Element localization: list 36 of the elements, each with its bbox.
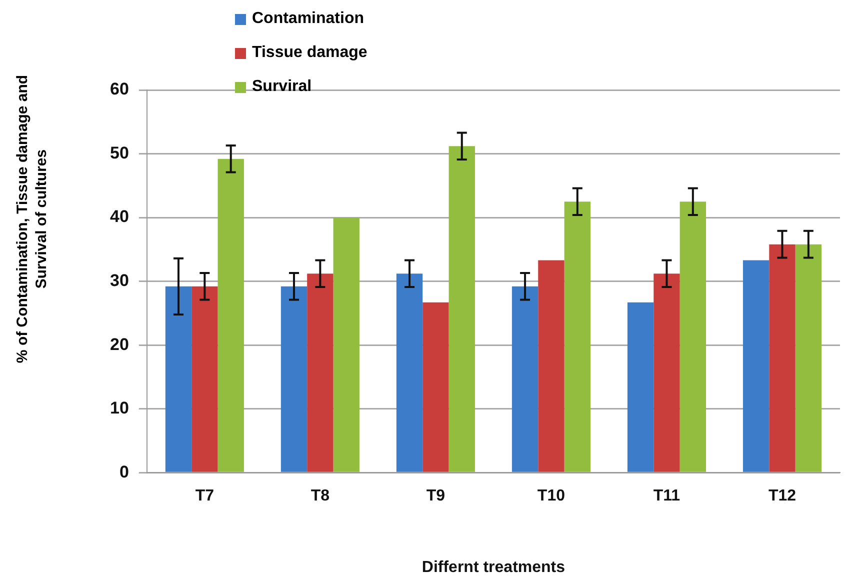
bar — [422, 302, 449, 472]
bar — [307, 274, 334, 472]
x-axis-title: Differnt treatments — [422, 558, 566, 576]
legend-label: Surviral — [251, 77, 313, 97]
legend-label: Contamination — [251, 9, 365, 29]
x-tick-label: T12 — [768, 488, 796, 505]
x-tick-label: T8 — [310, 488, 330, 505]
bar — [396, 274, 423, 472]
x-tick-label: T10 — [537, 488, 566, 505]
bar — [512, 286, 538, 472]
y-tick-label: 30 — [110, 270, 129, 290]
y-tick-label: 40 — [110, 207, 129, 226]
legend-label: Tissue damage — [251, 43, 368, 63]
bar — [795, 244, 822, 472]
x-tick-label: T11 — [653, 488, 680, 505]
bar — [627, 302, 654, 472]
bar — [564, 202, 590, 472]
y-tick-label: 0 — [119, 462, 129, 482]
y-tick-label: 60 — [110, 80, 129, 99]
bar — [769, 244, 796, 472]
bar — [680, 202, 706, 472]
bar — [654, 274, 680, 472]
y-tick-label: 20 — [110, 334, 129, 354]
bar — [538, 260, 564, 472]
bar — [742, 260, 770, 472]
y-axis-title: % of Contamination, Tissue damage and Survival of cultures — [13, 74, 51, 364]
x-tick-label: T9 — [426, 488, 446, 505]
bar — [280, 286, 308, 472]
y-tick-label: 50 — [110, 143, 129, 162]
bar — [165, 286, 192, 472]
bar — [192, 286, 218, 472]
bar — [218, 158, 244, 472]
y-tick-label: 10 — [110, 398, 129, 418]
x-tick-label: T7 — [195, 488, 214, 505]
bar — [333, 218, 360, 472]
bar — [448, 146, 475, 472]
